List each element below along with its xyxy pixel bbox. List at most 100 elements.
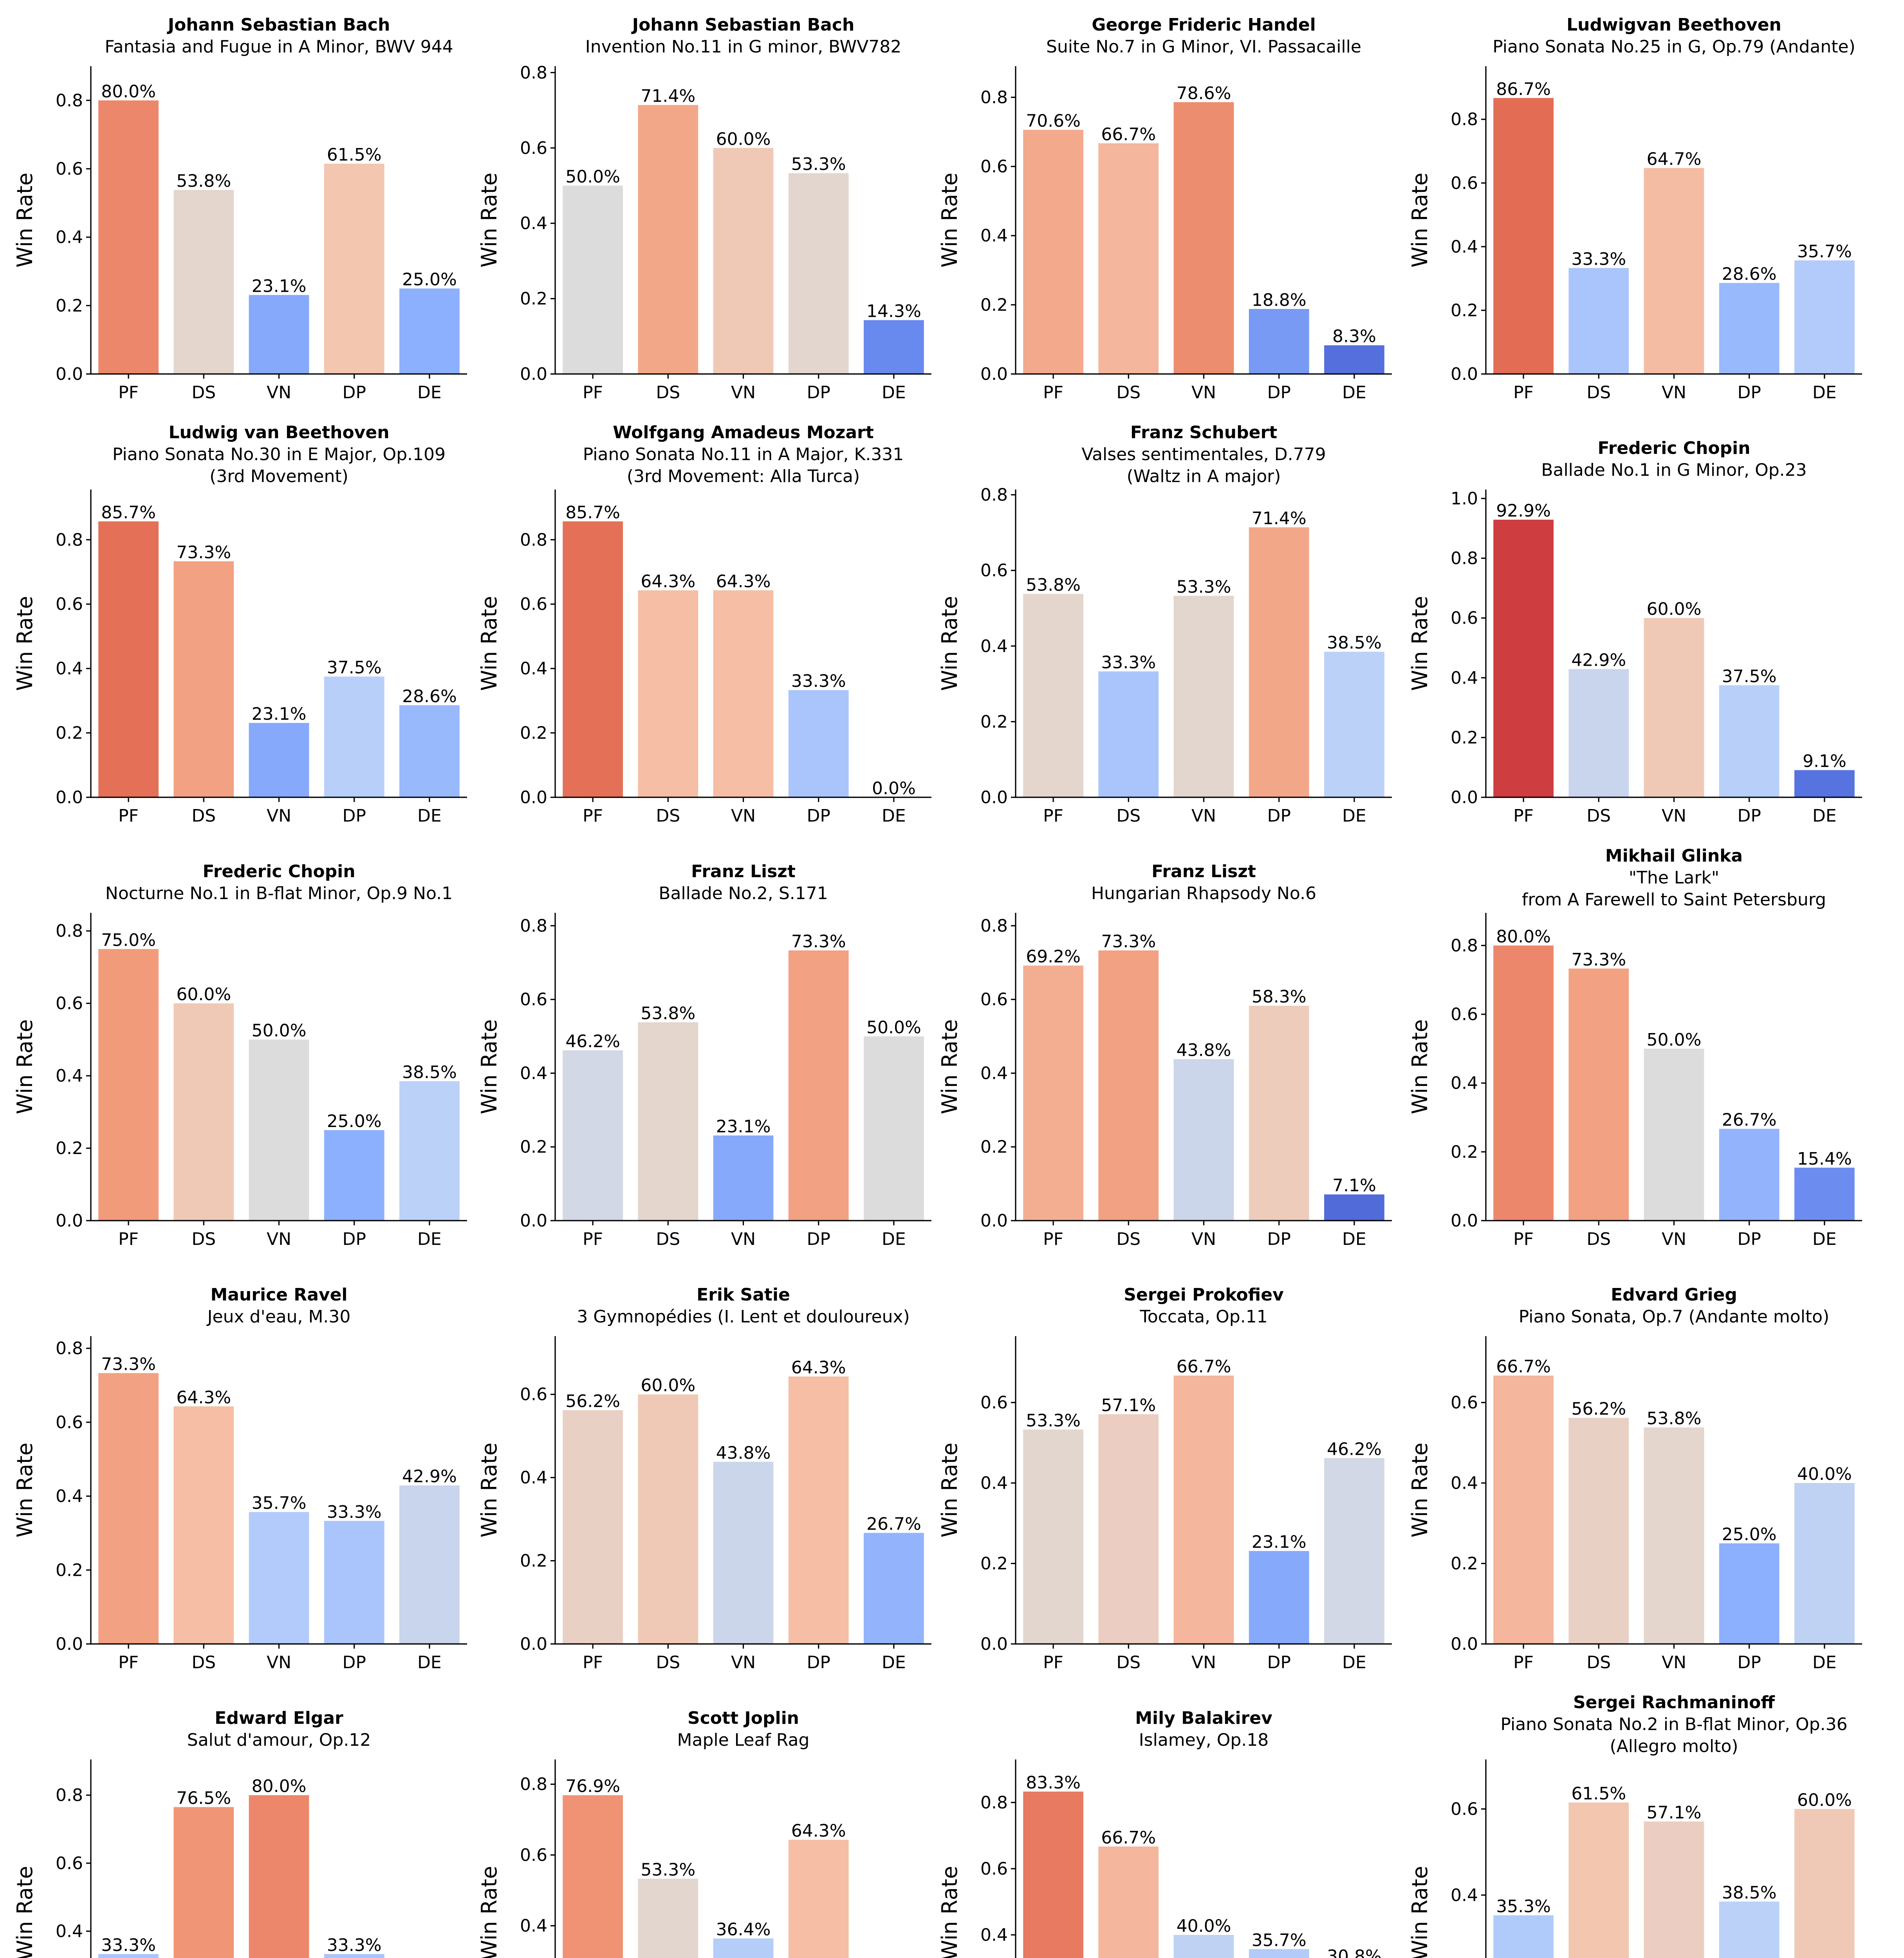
bar-value-label: 73.3% xyxy=(101,1354,156,1374)
bar xyxy=(1249,1949,1309,1958)
x-tick-label: VN xyxy=(267,1229,291,1249)
x-tick-label: DE xyxy=(417,383,442,403)
bar xyxy=(1568,268,1629,374)
bar xyxy=(173,1406,234,1644)
bar-value-label: 64.3% xyxy=(641,571,695,591)
x-tick-label: DS xyxy=(1116,1229,1141,1249)
bar-value-label: 61.5% xyxy=(1571,1784,1626,1804)
bar-value-label: 23.1% xyxy=(716,1117,771,1137)
y-tick-label: 0.6 xyxy=(1451,1004,1478,1024)
bar xyxy=(1719,685,1779,797)
subplot-title: Sergei Rachmaninoff xyxy=(1573,1692,1775,1712)
y-tick-label: 0.6 xyxy=(520,990,547,1010)
bar-value-label: 35.7% xyxy=(252,1493,307,1513)
bar xyxy=(249,1039,309,1221)
bar xyxy=(324,676,384,797)
bar-value-label: 33.3% xyxy=(791,671,846,691)
subplot-title: Erik Satie xyxy=(697,1285,790,1305)
bar-value-label: 35.7% xyxy=(1797,242,1852,262)
y-tick-label: 0.6 xyxy=(1451,1393,1478,1413)
bar-value-label: 53.8% xyxy=(1026,575,1081,595)
bar-value-label: 73.3% xyxy=(176,542,231,562)
bar-value-label: 18.8% xyxy=(1252,290,1307,310)
bar-value-label: 28.6% xyxy=(402,686,457,706)
bar xyxy=(1568,1802,1629,1958)
y-tick-label: 0.0 xyxy=(520,1211,547,1231)
y-tick-label: 0.8 xyxy=(56,921,83,941)
y-axis-label: Win Rate xyxy=(477,1443,502,1537)
x-tick-label: DS xyxy=(191,383,216,403)
bar xyxy=(1719,1129,1779,1221)
y-axis-label: Win Rate xyxy=(1408,596,1432,691)
bar xyxy=(399,288,460,374)
bar xyxy=(98,1954,159,1958)
bar-value-label: 25.0% xyxy=(1722,1524,1777,1544)
bar-value-label: 64.3% xyxy=(716,571,771,591)
bar-value-label: 35.7% xyxy=(1252,1930,1307,1950)
y-tick-label: 0.2 xyxy=(980,295,1008,315)
x-tick-label: DS xyxy=(1586,1229,1611,1249)
y-axis-label: Win Rate xyxy=(937,1866,962,1958)
bar-value-label: 64.3% xyxy=(176,1387,231,1407)
y-tick-label: 0.2 xyxy=(980,1554,1008,1574)
bar-value-label: 76.9% xyxy=(565,1776,620,1796)
y-tick-label: 0.6 xyxy=(520,594,547,614)
bar-value-label: 7.1% xyxy=(1332,1176,1376,1196)
x-tick-label: PF xyxy=(1513,806,1534,826)
y-tick-label: 0.0 xyxy=(56,1634,83,1654)
x-tick-label: VN xyxy=(267,383,291,403)
y-tick-label: 0.6 xyxy=(980,1393,1008,1413)
bar-value-label: 83.3% xyxy=(1026,1773,1081,1793)
y-axis-label: Win Rate xyxy=(937,1019,962,1114)
y-tick-label: 0.0 xyxy=(520,364,547,384)
bar-value-label: 26.7% xyxy=(1722,1110,1777,1130)
y-axis-label: Win Rate xyxy=(477,173,502,267)
bar-value-label: 28.6% xyxy=(1722,264,1777,284)
bar xyxy=(563,185,623,374)
bar xyxy=(1493,1375,1554,1644)
bar-value-label: 53.3% xyxy=(791,154,846,174)
y-tick-label: 0.2 xyxy=(520,289,547,309)
x-tick-label: DE xyxy=(417,1229,442,1249)
bar xyxy=(1324,1458,1384,1644)
bar-value-label: 53.3% xyxy=(641,1860,695,1880)
bar xyxy=(1493,98,1554,374)
bar xyxy=(788,1840,849,1958)
y-axis-label: Win Rate xyxy=(13,173,37,267)
bar xyxy=(638,105,698,374)
y-tick-label: 0.4 xyxy=(980,1925,1008,1945)
bar xyxy=(324,1130,384,1221)
y-tick-label: 0.8 xyxy=(1451,936,1478,956)
bar xyxy=(563,1050,623,1221)
x-tick-label: DE xyxy=(417,806,442,826)
x-tick-label: DE xyxy=(882,383,906,403)
bar-value-label: 46.2% xyxy=(1327,1439,1382,1459)
x-tick-label: DE xyxy=(1812,806,1837,826)
y-tick-label: 0.8 xyxy=(520,63,547,83)
bar-value-label: 40.0% xyxy=(1797,1464,1852,1484)
subplot-subtitle: Ballade No.1 in G Minor, Op.23 xyxy=(1541,460,1807,480)
y-tick-label: 0.6 xyxy=(56,594,83,614)
y-tick-label: 0.8 xyxy=(520,530,547,550)
x-tick-label: DE xyxy=(1812,383,1837,403)
subplot-subtitle: (3rd Movement) xyxy=(209,466,348,486)
bar xyxy=(98,100,159,374)
bar xyxy=(638,1879,698,1958)
y-tick-label: 0.4 xyxy=(980,1473,1008,1493)
y-tick-label: 0.4 xyxy=(520,1468,547,1488)
subplot-title: Franz Liszt xyxy=(1151,862,1256,881)
bar xyxy=(1249,309,1309,374)
y-tick-label: 0.2 xyxy=(980,712,1008,732)
bar-value-label: 23.1% xyxy=(1252,1532,1307,1552)
bar xyxy=(1644,1048,1704,1221)
bar-value-label: 64.3% xyxy=(791,1358,846,1378)
bar xyxy=(1173,596,1234,797)
x-tick-label: DE xyxy=(882,806,906,826)
bar-value-label: 56.2% xyxy=(565,1391,620,1411)
bar-value-label: 66.7% xyxy=(1177,1357,1231,1377)
y-axis-label: Win Rate xyxy=(13,1019,37,1114)
bar xyxy=(1023,594,1083,797)
x-tick-label: DS xyxy=(1586,806,1611,826)
